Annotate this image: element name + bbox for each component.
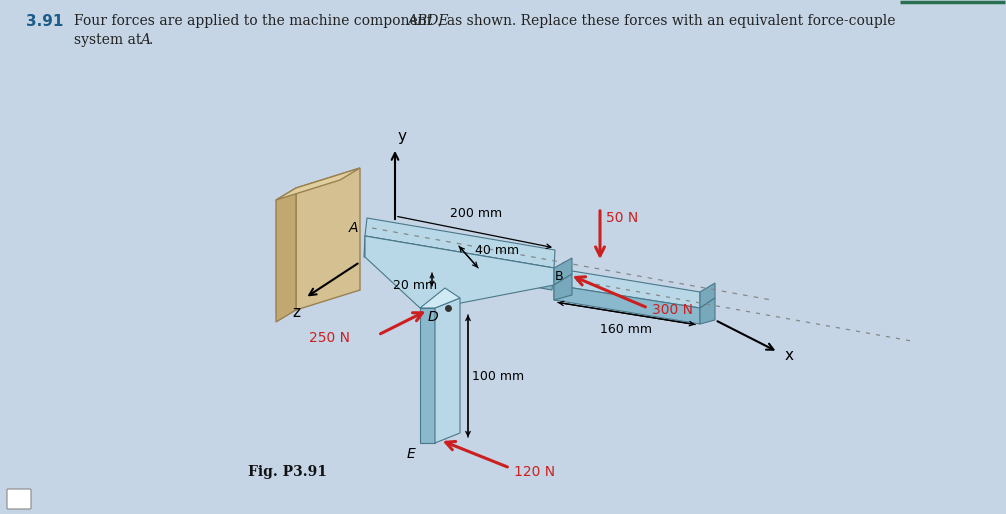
Text: A: A <box>348 221 358 235</box>
Text: Fig. P3.91: Fig. P3.91 <box>248 465 327 479</box>
Polygon shape <box>700 283 715 308</box>
Polygon shape <box>296 168 360 310</box>
Text: 20 mm: 20 mm <box>393 279 437 292</box>
Polygon shape <box>554 274 572 300</box>
FancyBboxPatch shape <box>7 489 31 509</box>
Text: , as shown. Replace these forces with an equivalent force-couple: , as shown. Replace these forces with an… <box>438 14 895 28</box>
Polygon shape <box>364 236 554 290</box>
Text: 120 N: 120 N <box>514 465 555 479</box>
Text: 250 N: 250 N <box>309 331 350 345</box>
Text: x: x <box>785 348 794 363</box>
Polygon shape <box>365 218 555 268</box>
Polygon shape <box>365 236 554 308</box>
Text: .: . <box>149 33 153 47</box>
Polygon shape <box>420 288 460 308</box>
Text: ABDE: ABDE <box>407 14 449 28</box>
Text: 300 N: 300 N <box>652 303 693 317</box>
Polygon shape <box>420 308 435 443</box>
Polygon shape <box>700 298 715 324</box>
Text: 3.91: 3.91 <box>26 14 63 29</box>
Text: 50 N: 50 N <box>606 211 638 225</box>
Text: E: E <box>406 447 415 461</box>
Polygon shape <box>276 188 296 322</box>
Text: z: z <box>292 305 300 320</box>
Text: B: B <box>555 270 563 283</box>
Text: 100 mm: 100 mm <box>472 370 524 382</box>
Text: Four forces are applied to the machine component: Four forces are applied to the machine c… <box>74 14 437 28</box>
Polygon shape <box>276 168 360 200</box>
Polygon shape <box>435 298 460 443</box>
Text: system at: system at <box>74 33 146 47</box>
Text: 200 mm: 200 mm <box>450 207 502 220</box>
Polygon shape <box>554 268 700 308</box>
Text: D: D <box>428 310 438 324</box>
Text: A: A <box>140 33 150 47</box>
Polygon shape <box>554 285 700 324</box>
Text: 40 mm: 40 mm <box>475 244 519 256</box>
Polygon shape <box>554 258 572 285</box>
Text: 160 mm: 160 mm <box>600 323 652 336</box>
Text: y: y <box>398 129 407 144</box>
